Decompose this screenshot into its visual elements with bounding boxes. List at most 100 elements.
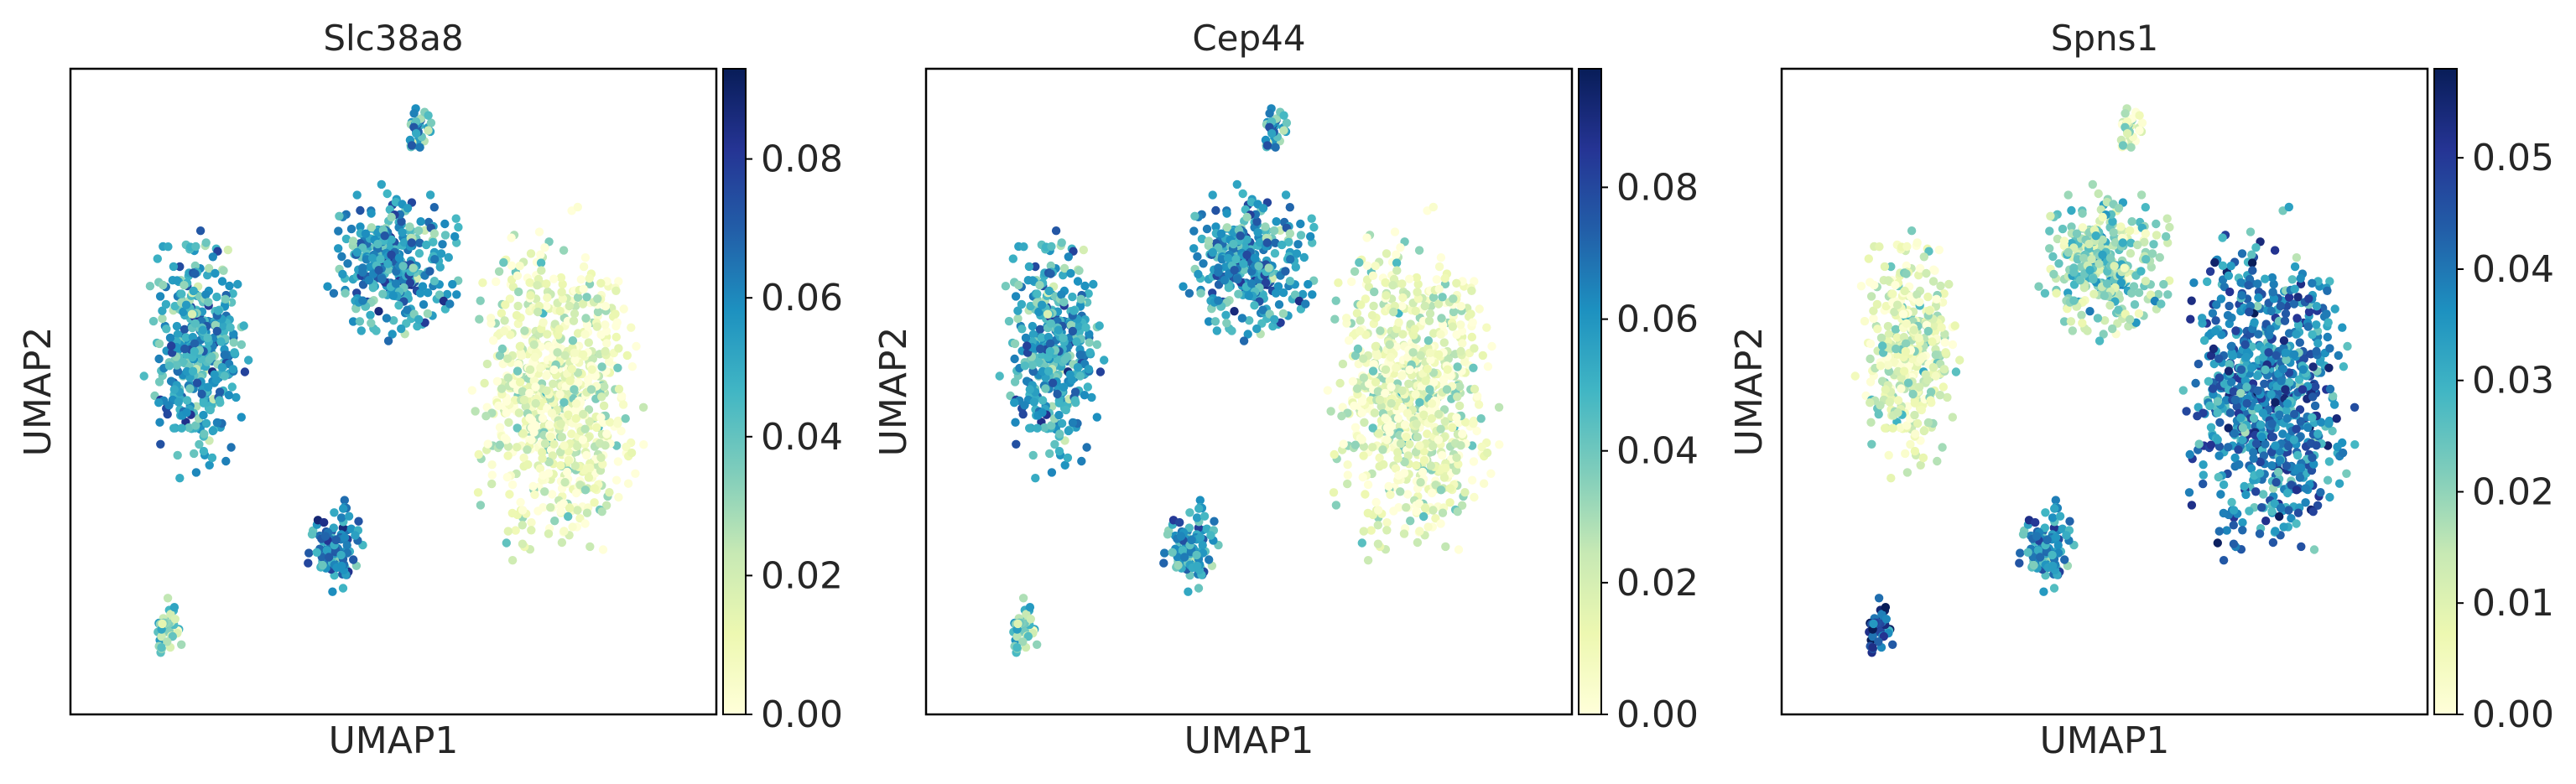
panel-2-point xyxy=(1036,344,1045,354)
panel-3-point xyxy=(2078,223,2088,232)
panel-1-point xyxy=(613,419,622,428)
panel-1-point xyxy=(527,518,536,527)
panel-3-point xyxy=(2316,418,2326,427)
panel-2-point xyxy=(1388,281,1397,290)
panel-2-y-axis-label: UMAP2 xyxy=(872,327,915,457)
panel-2-point xyxy=(1236,231,1245,241)
panel-1-point xyxy=(554,325,564,334)
panel-1-point xyxy=(542,371,551,381)
panel-3-point xyxy=(1888,423,1897,433)
panel-1-point xyxy=(415,143,424,152)
panel-3-point xyxy=(2194,402,2203,412)
panel-1-point xyxy=(182,366,191,376)
panel-3-point xyxy=(2234,445,2243,454)
panel-1-point xyxy=(415,288,425,298)
panel-3-point xyxy=(2127,217,2136,226)
panel-1-point xyxy=(158,619,167,629)
panel-3-point xyxy=(1938,443,1947,452)
panel-2-point xyxy=(1424,316,1434,325)
panel-3-point xyxy=(2275,410,2284,419)
panel-1-point xyxy=(619,304,628,314)
panel-2-point xyxy=(1397,279,1407,288)
panel-3-point xyxy=(2284,329,2294,338)
panel-1-point xyxy=(181,300,191,309)
panel-3-point xyxy=(2116,278,2126,288)
panel-2-point xyxy=(1350,423,1361,432)
panel-1-point xyxy=(330,508,339,517)
panel-1-colorbar-ticks: 0.000.020.040.060.08 xyxy=(746,138,843,736)
panel-1-point xyxy=(549,379,558,388)
panel-1-point xyxy=(622,350,632,361)
panel-1-point xyxy=(518,387,528,396)
panel-3-point xyxy=(1939,382,1948,392)
panel-2-point xyxy=(1079,245,1089,255)
panel-1-point xyxy=(570,348,580,357)
panel-3-point xyxy=(2098,212,2107,222)
panel-2-point xyxy=(1343,460,1352,470)
panel-2-point xyxy=(1080,281,1090,291)
panel-2-point xyxy=(1223,253,1233,263)
panel-2-point xyxy=(1222,223,1232,232)
panel-2-point xyxy=(1179,553,1189,562)
panel-2-point xyxy=(1020,401,1029,410)
panel-2-point xyxy=(1059,271,1068,280)
panel-1-point xyxy=(476,501,486,510)
panel-1-point xyxy=(497,384,507,393)
panel-2-point xyxy=(1204,236,1214,246)
panel-2-point xyxy=(1347,277,1356,287)
panel-2-point xyxy=(1065,370,1075,379)
panel-3-point xyxy=(2284,202,2293,212)
panel-1-point xyxy=(503,451,513,460)
panel-2-point xyxy=(1413,294,1423,304)
panel-1-point xyxy=(177,289,186,299)
panel-3-point xyxy=(2067,205,2076,215)
panel-3-point xyxy=(2270,246,2280,255)
panel-2-point xyxy=(1208,247,1217,257)
panel-2-point xyxy=(1038,366,1048,376)
panel-1-point xyxy=(597,392,606,402)
panel-3-point xyxy=(1941,348,1950,357)
panel-3-point xyxy=(2282,406,2291,415)
panel-1-point xyxy=(581,314,591,323)
panel-1-point xyxy=(304,548,314,558)
panel-3-point xyxy=(2313,501,2323,510)
panel-1-point xyxy=(613,457,623,466)
panel-3-point xyxy=(2091,231,2100,241)
panel-3-point xyxy=(2308,392,2318,402)
panel-3-point xyxy=(2109,228,2118,237)
panel-2-point xyxy=(1045,339,1055,348)
panel-3-point xyxy=(1876,401,1885,410)
panel-3-point xyxy=(2293,320,2303,330)
panel-1-point xyxy=(191,468,201,477)
panel-3-point xyxy=(2270,499,2279,508)
panel-2-point xyxy=(1242,235,1252,244)
panel-1-point xyxy=(513,360,523,369)
panel-3-point xyxy=(2051,496,2060,505)
panel-1-point xyxy=(573,202,582,212)
panel-2-point xyxy=(1194,269,1203,279)
panel-1-point xyxy=(414,249,424,258)
panel-3-point xyxy=(2208,384,2218,393)
panel-3-point xyxy=(2213,408,2222,418)
panel-1-point xyxy=(164,361,174,371)
panel-1-point xyxy=(304,558,313,568)
panel-1-point xyxy=(570,385,579,394)
panel-2-x-axis-label: UMAP1 xyxy=(1184,719,1314,762)
panel-1-point xyxy=(429,237,438,247)
panel-1-point xyxy=(520,326,529,335)
panel-3-point xyxy=(2303,322,2313,331)
panel-3-point xyxy=(2257,432,2266,442)
panel-1-point xyxy=(201,418,211,428)
panel-2-point xyxy=(1017,325,1027,334)
panel-1-point xyxy=(163,637,172,646)
panel-2-point xyxy=(1202,524,1212,533)
panel-2-point xyxy=(1229,239,1238,249)
panel-3-point xyxy=(2308,278,2317,288)
panel-3-point xyxy=(2114,204,2124,213)
panel-1-point xyxy=(154,377,164,387)
panel-1-point xyxy=(502,408,511,418)
panel-1-point xyxy=(170,615,180,624)
panel-2-point xyxy=(1384,481,1393,491)
panel-3-point xyxy=(2203,277,2212,287)
panel-2-point xyxy=(1060,460,1069,470)
